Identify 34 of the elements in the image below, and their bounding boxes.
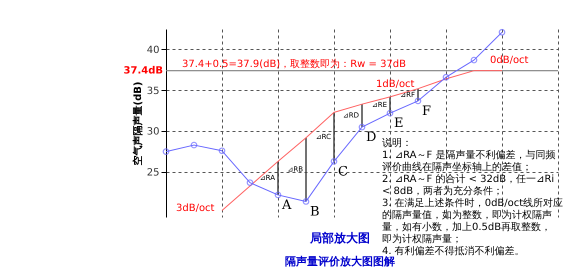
point [274, 192, 282, 198]
y-tick-label: 40 [146, 44, 160, 56]
text: 4. 有利偏差不得抵消不利偏差。 [382, 245, 525, 257]
point [442, 74, 450, 81]
point [246, 179, 254, 186]
y-tick-label: 25 [146, 168, 160, 179]
annotation: C [338, 164, 348, 180]
y-tick-label: 30 [146, 126, 160, 138]
annotation: 0dB/oct [490, 55, 529, 66]
annotation: 2. ⊿RA～F 的合计 < 32dB，任一⊿Ri < 8dB，两者为充分条件； [382, 173, 554, 197]
annotation: 说明： [382, 137, 412, 149]
annotation: E [394, 116, 404, 132]
point [386, 110, 394, 117]
annotation: D [366, 130, 376, 146]
point [190, 142, 198, 148]
annotation: 37.4+0.5=37.9(dB)，取整数即为：Rw = 37dB [182, 58, 406, 70]
y-axis-title: 空气声隔声量(dB) [132, 82, 144, 166]
annotation: A [281, 198, 292, 213]
point [358, 124, 366, 130]
point [218, 147, 226, 154]
annotation: 1dB/oct [376, 79, 415, 90]
y-tick-label: 35 [146, 86, 160, 97]
point [470, 56, 478, 64]
text: 隔声量评价放大图图解 [285, 255, 395, 268]
annotation: B [310, 204, 320, 220]
point [302, 198, 310, 205]
text: 局部放大图 [309, 231, 370, 245]
annotation: 1. ⊿RA～F 是隔声量不利偏差，与同频评价曲线在隔声坐标轴上的差值； [382, 149, 556, 173]
point [414, 98, 422, 104]
annotation: F [422, 104, 432, 119]
annotation: 3. 在满足上述条件时，0dB/oct线所对应的隔声量值，如为整数，即为计权隔声量，如有小数，加上0.5dB再取整数，即为计权隔声量； [382, 197, 564, 245]
annotation: 3dB/oct [176, 203, 215, 214]
point [330, 158, 338, 165]
ref-line-label: 37.4dB [124, 66, 163, 77]
